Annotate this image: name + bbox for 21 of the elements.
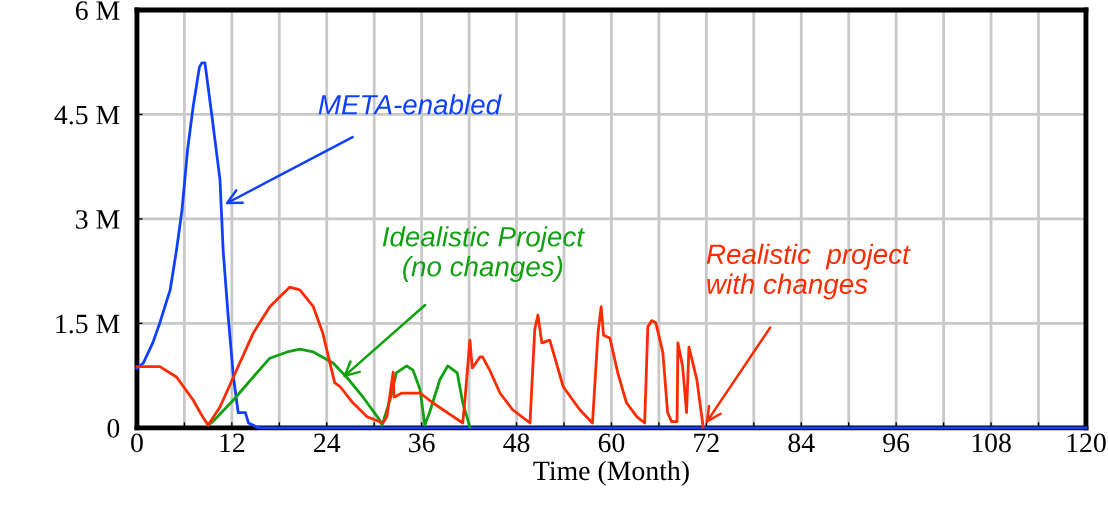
annotation: Idealistic Project (no changes) xyxy=(382,226,585,282)
x-tick-label: 48 xyxy=(503,433,530,453)
annotation: Realistic project with changes xyxy=(706,243,911,300)
x-tick-label: 24 xyxy=(314,433,341,452)
x-tick-label: 0 xyxy=(131,433,143,453)
x-tick-label: 96 xyxy=(883,433,910,453)
y-tick-label: 6 M xyxy=(75,1,120,20)
y-tick-label: 3 M xyxy=(76,210,120,229)
y-tick-label: 1.5 M xyxy=(56,314,120,334)
y-tick-label: 0 xyxy=(107,419,120,438)
x-axis-title: Time (Month) xyxy=(533,460,689,486)
line-series xyxy=(135,285,705,429)
x-tick-label: 108 xyxy=(972,433,1011,453)
x-tick-label: 12 xyxy=(220,433,245,452)
y-tick-label: 4.5 M xyxy=(54,105,120,125)
annotation: META-enabled xyxy=(318,94,502,115)
x-tick-label: 120 xyxy=(1067,433,1106,453)
x-tick-label: 84 xyxy=(788,433,815,453)
x-tick-label: 36 xyxy=(409,433,435,453)
x-tick-label: 60 xyxy=(598,433,625,453)
x-tick-label: 72 xyxy=(694,433,719,452)
